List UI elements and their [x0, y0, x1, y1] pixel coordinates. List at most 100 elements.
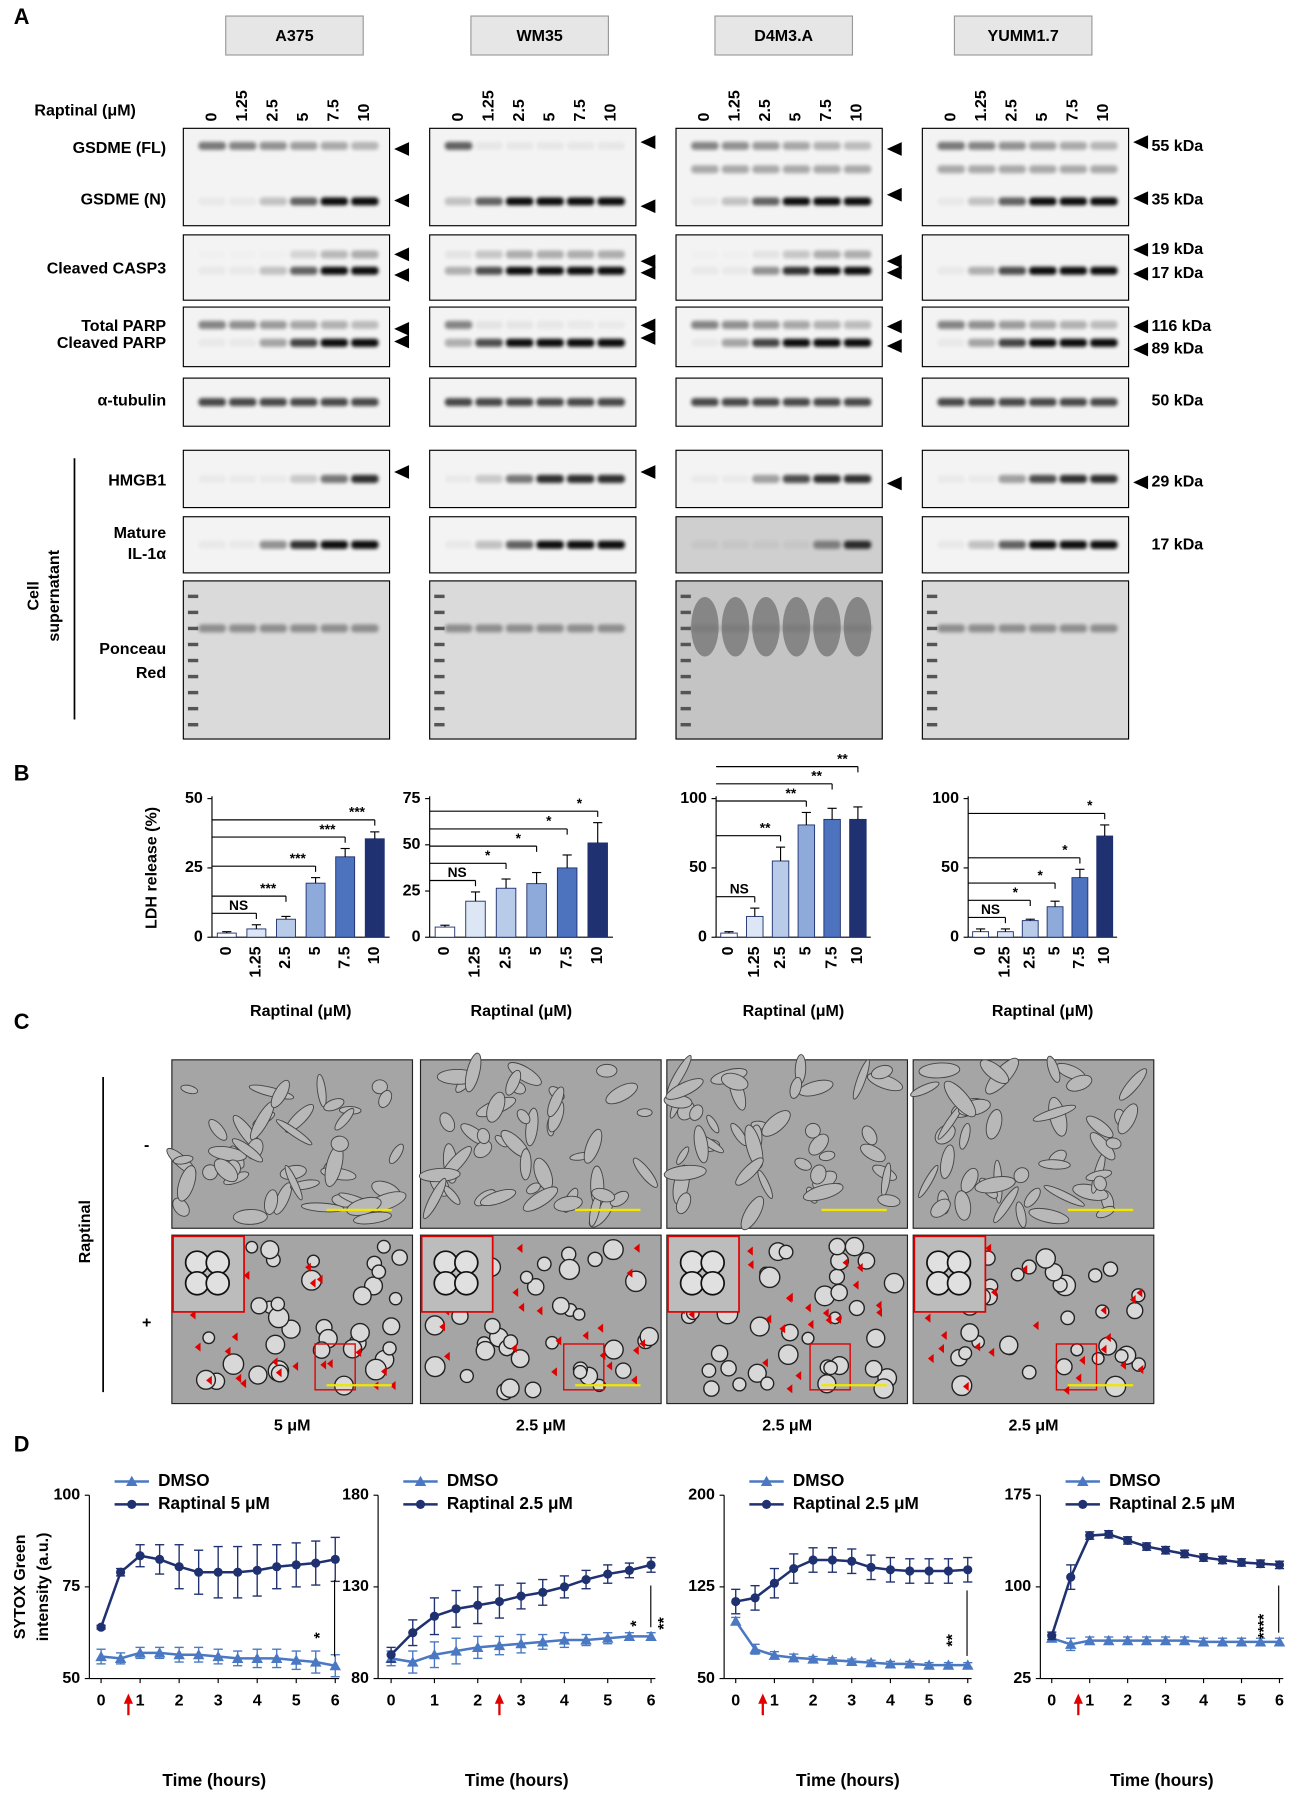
- band: [1059, 338, 1088, 347]
- band: [444, 398, 473, 407]
- band: [505, 141, 534, 150]
- cell: [524, 1381, 542, 1399]
- band: [968, 475, 995, 483]
- x-tick-label: 3: [517, 1692, 526, 1710]
- cell: [536, 1256, 552, 1272]
- band: [782, 338, 811, 347]
- cell: [231, 1138, 264, 1163]
- cell: [1105, 1137, 1122, 1150]
- cell: [959, 1123, 971, 1150]
- inset-cell: [926, 1250, 951, 1275]
- cell: [545, 1335, 559, 1350]
- dead-cell-marker: [597, 1323, 604, 1333]
- inset-cell: [184, 1250, 210, 1275]
- marker: [290, 1654, 302, 1665]
- band: [229, 475, 256, 483]
- y-tick-label: 50: [689, 858, 707, 876]
- cell: [861, 1125, 878, 1146]
- bar: [364, 838, 385, 938]
- ladder-mark: [434, 658, 445, 663]
- cell: [1035, 1248, 1057, 1269]
- ladder-mark: [680, 706, 691, 711]
- marker: [1161, 1545, 1171, 1555]
- significance-label: **: [786, 786, 797, 801]
- concentration-label: 2.5 μM: [1009, 1417, 1059, 1435]
- bar: [305, 882, 326, 938]
- band: [782, 165, 811, 174]
- dead-cell-marker: [292, 1361, 299, 1371]
- x-tick-label: 2: [175, 1692, 184, 1710]
- marker: [174, 1562, 184, 1572]
- band: [536, 398, 564, 407]
- dead-cell-marker: [1136, 1288, 1143, 1298]
- marker: [493, 1639, 506, 1651]
- x-tick-label: 10: [1095, 946, 1113, 964]
- band: [505, 320, 534, 329]
- arrowhead: [886, 142, 902, 156]
- arrowhead: [1133, 242, 1149, 257]
- bar: [495, 887, 517, 938]
- marker: [408, 1628, 418, 1638]
- band: [721, 197, 750, 206]
- marker: [515, 1637, 527, 1649]
- dead-cell-marker: [516, 1243, 523, 1253]
- cell: [572, 1364, 588, 1380]
- cell: [473, 1140, 493, 1159]
- band: [722, 475, 749, 483]
- y-tick-label: 50: [403, 835, 421, 853]
- x-tick-label: 5: [925, 1692, 934, 1710]
- dead-cell-marker: [795, 1371, 802, 1381]
- band: [721, 338, 750, 347]
- marker: [559, 1582, 569, 1592]
- cell: [424, 1356, 446, 1378]
- marker: [730, 1615, 742, 1626]
- marker: [905, 1566, 915, 1576]
- cell: [1093, 1175, 1107, 1192]
- cell: [519, 1270, 534, 1285]
- marker: [194, 1567, 204, 1577]
- significance-label: NS: [730, 881, 749, 896]
- band: [1059, 540, 1088, 549]
- dead-cell-marker: [206, 1375, 212, 1385]
- dead-cell-marker: [1032, 1320, 1039, 1331]
- marker: [96, 1622, 106, 1632]
- x-tick-label: 0: [435, 946, 453, 955]
- band: [198, 320, 226, 329]
- ladder-mark: [187, 610, 199, 615]
- band: [691, 197, 719, 206]
- dead-cell-marker: [224, 1346, 231, 1356]
- band: [782, 398, 811, 407]
- cell: [823, 1360, 838, 1376]
- y-tick-label: 100: [53, 1485, 80, 1503]
- x-tick-label: 2.5: [496, 946, 514, 968]
- legend-label: Raptinal 2.5 μM: [447, 1493, 573, 1513]
- significance-label: *: [1062, 843, 1068, 858]
- dead-cell-marker: [786, 1384, 793, 1394]
- significance-label: ***: [260, 881, 277, 896]
- cell: [689, 1104, 704, 1121]
- cell: [747, 1363, 767, 1383]
- cell: [706, 1114, 720, 1134]
- band: [813, 266, 841, 275]
- marker: [407, 1656, 419, 1667]
- concentration-label: 10: [1094, 104, 1112, 122]
- significance-label: *: [311, 1632, 329, 1639]
- ladder-mark: [926, 610, 938, 615]
- dead-cell-marker: [536, 1306, 543, 1316]
- marker: [114, 1652, 127, 1663]
- x-tick-label: 5: [603, 1692, 612, 1710]
- band: [505, 197, 534, 206]
- cell: [388, 1291, 403, 1306]
- marker: [601, 1632, 614, 1643]
- band: [597, 540, 625, 549]
- ladder-mark: [680, 594, 691, 599]
- marker: [450, 1645, 462, 1656]
- treatment-arrowhead: [1073, 1693, 1083, 1704]
- arrowhead: [640, 331, 656, 345]
- x-tick-label: 1.25: [466, 946, 484, 977]
- dead-cell-marker: [633, 1345, 639, 1355]
- band: [1059, 197, 1088, 206]
- marker: [95, 1650, 107, 1662]
- blot: [675, 377, 883, 427]
- significance-label: ***: [349, 805, 366, 820]
